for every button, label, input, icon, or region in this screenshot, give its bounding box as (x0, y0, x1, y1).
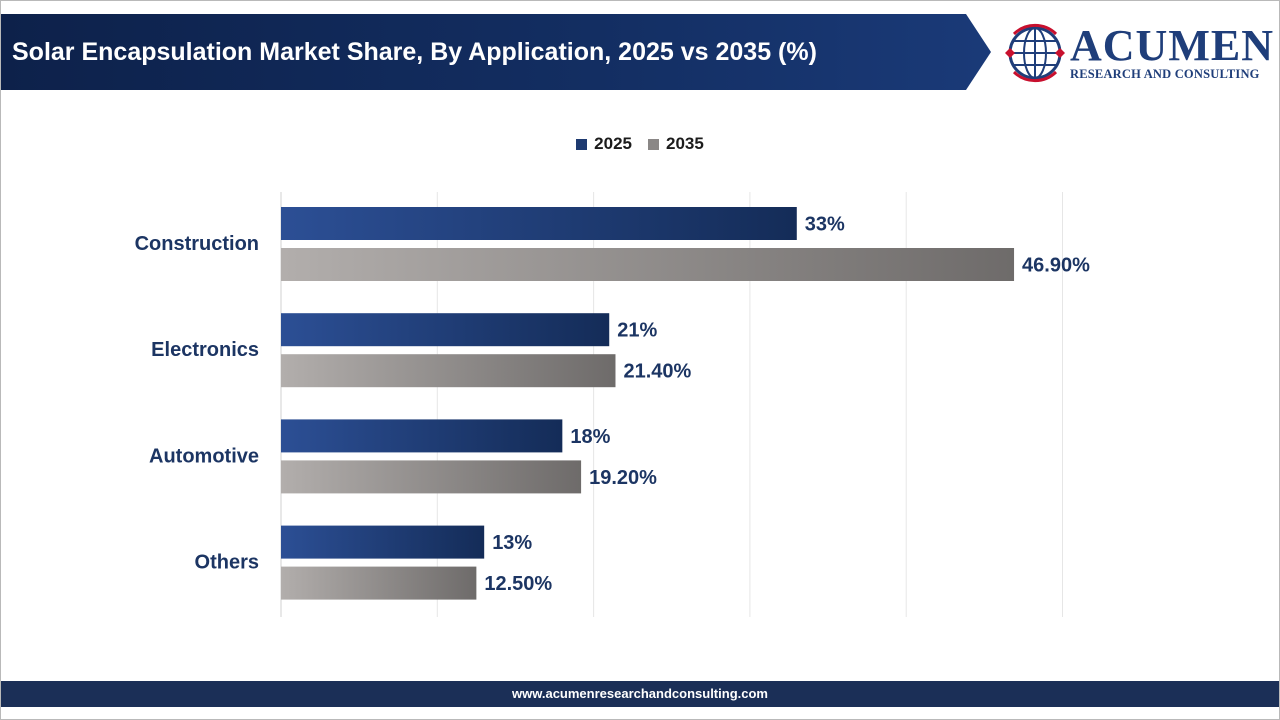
data-label-2035: 21.40% (623, 361, 691, 383)
chart-legend: 2025 2035 (0, 134, 1280, 154)
title-banner (1, 14, 991, 90)
data-label-2035: 19.20% (589, 467, 657, 489)
legend-swatch-2025 (576, 138, 588, 150)
legend-item-2025: 2025 (576, 134, 632, 154)
bar-2025 (281, 207, 797, 240)
footer-url: www.acumenresearchandconsulting.com (1, 681, 1279, 707)
legend-swatch-2035 (648, 138, 659, 150)
category-label: Electronics (151, 339, 259, 361)
bar-2035 (281, 248, 1015, 281)
category-label: Others (195, 552, 259, 574)
page-title: Solar Encapsulation Market Share, By App… (12, 38, 817, 66)
legend-label-2025: 2025 (594, 134, 632, 153)
category-label: Construction (135, 233, 259, 255)
data-label-2025: 18% (570, 426, 610, 448)
bar-2025 (281, 525, 485, 559)
acumen-logo: ACUMEN RESEARCH AND CONSULTING (1004, 20, 1273, 90)
bar-2035 (281, 460, 582, 494)
logo-subtitle: RESEARCH AND CONSULTING (1070, 67, 1260, 81)
data-label-2025: 21% (617, 320, 657, 342)
globe-icon (1005, 23, 1065, 83)
bar-2025 (281, 419, 563, 453)
data-label-2025: 33% (805, 214, 845, 236)
legend-label-2035: 2035 (666, 134, 704, 153)
data-label-2035: 46.90% (1022, 255, 1090, 277)
bar-2025 (281, 313, 610, 347)
legend-item-2035: 2035 (648, 134, 704, 154)
bar-2035 (281, 354, 616, 388)
data-label-2035: 12.50% (484, 573, 552, 595)
data-label-2025: 13% (492, 532, 532, 554)
category-label: Automotive (149, 445, 259, 467)
bar-2035 (281, 566, 477, 600)
logo-name: ACUMEN (1070, 21, 1274, 70)
